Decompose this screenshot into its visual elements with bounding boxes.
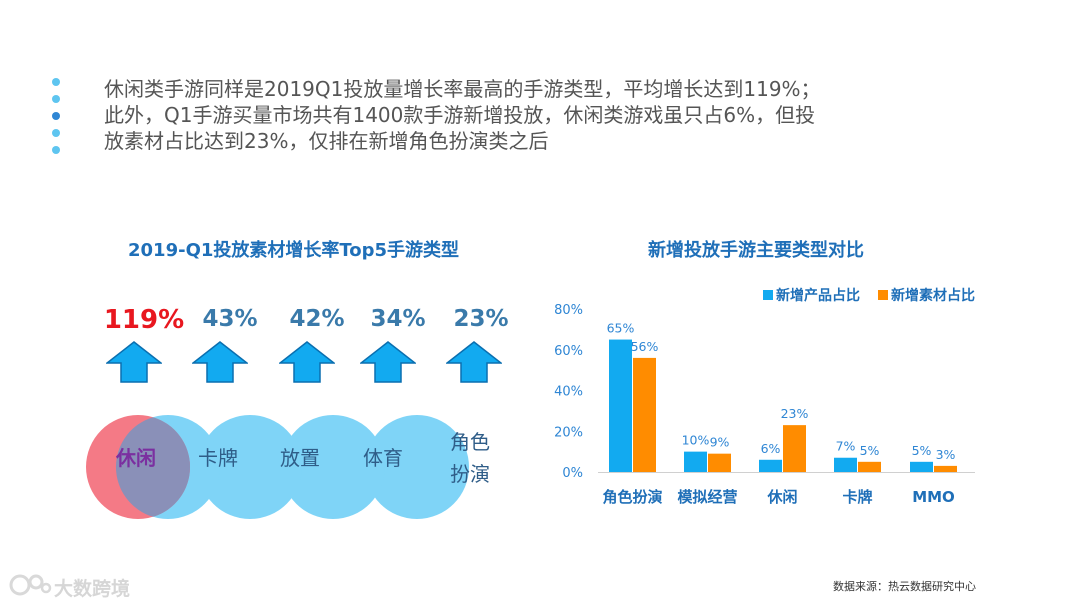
legend-swatch-products <box>763 290 773 300</box>
bar-value-label: 5% <box>912 443 932 458</box>
bar-materials <box>858 461 881 472</box>
bar-products <box>759 459 782 472</box>
intro-bullet-dots <box>52 78 64 158</box>
bar-value-label: 7% <box>836 439 856 454</box>
legend-label-materials: 新增素材占比 <box>891 288 975 304</box>
bar-value-label: 23% <box>781 406 809 421</box>
bar-value-label: 3% <box>936 447 956 462</box>
bar-products <box>684 451 707 472</box>
intro-paragraph: 休闲类手游同样是2019Q1投放量增长率最高的手游类型，平均增长达到119%；此… <box>104 77 821 153</box>
bar-value-label: 6% <box>761 441 781 456</box>
growth-panel-title: 2019-Q1投放素材增长率Top5手游类型 <box>128 240 460 261</box>
bar-value-label: 56% <box>631 339 659 354</box>
y-tick-label: 80% <box>554 303 583 318</box>
bar-value-label: 9% <box>710 435 730 450</box>
data-source-note: 数据来源：热云数据研究中心 <box>833 580 976 593</box>
y-tick-label: 0% <box>562 466 583 481</box>
y-tick-label: 20% <box>554 425 583 440</box>
bar-products <box>834 457 857 472</box>
bar-chart-title: 新增投放手游主要类型对比 <box>648 240 864 261</box>
y-tick-label: 60% <box>554 344 583 359</box>
watermark-logo-icon <box>9 574 52 596</box>
y-tick-label: 40% <box>554 385 583 400</box>
legend-swatch-materials <box>878 290 888 300</box>
bullet-dot <box>52 112 60 120</box>
bar-materials <box>934 465 957 472</box>
bar-value-label: 5% <box>860 443 880 458</box>
bullet-dot <box>52 78 60 86</box>
bullet-dot <box>52 129 60 137</box>
x-category-label: 角色扮演 <box>602 488 662 506</box>
x-category-label: MMO <box>912 488 955 506</box>
bar-products <box>609 339 632 472</box>
bullet-dot <box>52 146 60 154</box>
bar-materials <box>633 357 656 472</box>
x-category-label: 休闲 <box>766 488 797 506</box>
x-category-label: 卡牌 <box>842 488 872 506</box>
bar-value-label: 65% <box>607 321 635 336</box>
bar-materials <box>708 453 731 472</box>
bar-value-label: 10% <box>682 433 710 448</box>
bar-products <box>910 461 933 472</box>
legend-label-products: 新增产品占比 <box>776 288 860 304</box>
bullet-dot <box>52 95 60 103</box>
bar-materials <box>783 425 806 472</box>
watermark-text: 大数跨境 <box>54 578 131 600</box>
x-category-label: 模拟经营 <box>677 488 737 506</box>
